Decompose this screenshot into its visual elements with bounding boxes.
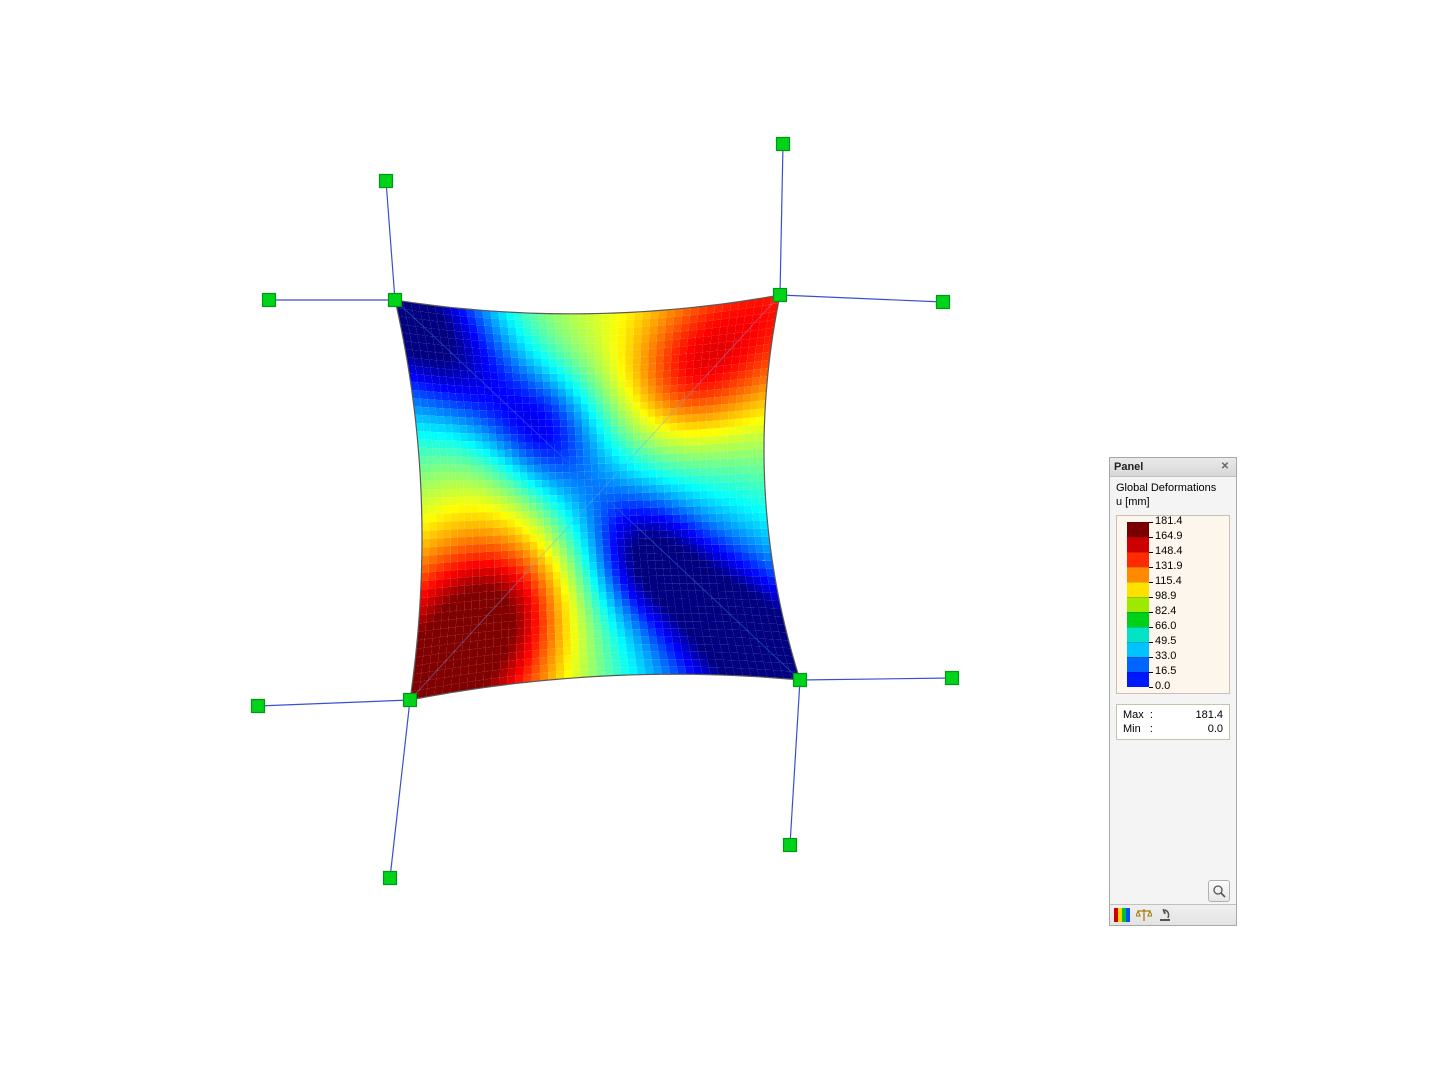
support-node[interactable] [380,175,393,188]
support-node[interactable] [937,296,950,309]
legend-segment [1127,552,1149,567]
strut [780,144,783,295]
strut [386,181,395,300]
legend-tick-label: 115.4 [1153,576,1182,587]
legend-tick-label: 66.0 [1153,621,1176,632]
panel-footer [1110,904,1236,925]
legend-tick-label: 82.4 [1153,606,1176,617]
legend-tick-label: 148.4 [1153,546,1183,557]
strut [258,700,410,706]
balance-icon[interactable] [1136,908,1152,922]
legend-segment [1127,537,1149,552]
support-node[interactable] [404,694,417,707]
stats-box: Max : 181.4 Min : 0.0 [1116,704,1230,740]
support-node[interactable] [794,674,807,687]
color-legend: 181.4 164.9 148.4 131.9 115.4 98.9 82.4 66.0 49.… [1116,515,1230,694]
legend-segment [1127,582,1149,597]
legend-tick-label: 164.9 [1153,531,1183,542]
legend-segment [1127,672,1149,687]
palette-icon[interactable] [1114,908,1130,922]
legend-ticks: 181.4164.9148.4131.9115.498.982.466.049.… [1153,522,1197,687]
legend-tick-label: 98.9 [1153,591,1176,602]
stats-max: Max : 181.4 [1123,708,1223,722]
legend-segment [1127,642,1149,657]
legend-segment [1127,567,1149,582]
strut [800,678,952,680]
legend-segment [1127,522,1149,537]
legend-tick-label: 181.4 [1153,516,1183,527]
legend-tick-label: 0.0 [1153,681,1170,692]
panel-titlebar[interactable]: Panel ✕ [1110,458,1236,477]
legend-bar [1127,522,1149,687]
legend-segment [1127,612,1149,627]
panel-body: Global Deformations u [mm] 181.4 164.9 148… [1110,477,1236,904]
support-node[interactable] [784,839,797,852]
results-panel[interactable]: Panel ✕ Global Deformations u [mm] 181.4… [1109,457,1237,926]
stats-min: Min : 0.0 [1123,722,1223,736]
panel-spacer [1116,740,1230,880]
magnifier-icon[interactable] [1208,880,1230,902]
support-node[interactable] [384,872,397,885]
support-node[interactable] [777,138,790,151]
legend-tick-label: 49.5 [1153,636,1176,647]
deformation-surface [395,295,800,700]
legend-segment [1127,657,1149,672]
microscope-icon[interactable] [1158,908,1172,922]
support-node[interactable] [252,700,265,713]
legend-tick-label: 131.9 [1153,561,1183,572]
strut [790,680,800,845]
legend-tick-label: 16.5 [1153,666,1176,677]
legend-tick-label: 33.0 [1153,651,1176,662]
panel-title: Panel [1114,458,1143,476]
panel-subtitle-2: u [mm] [1116,495,1230,509]
strut [780,295,943,302]
legend-segment [1127,597,1149,612]
legend-segment [1127,627,1149,642]
strut [390,700,410,878]
panel-subtitle-1: Global Deformations [1116,481,1230,495]
support-node[interactable] [263,294,276,307]
close-icon[interactable]: ✕ [1218,460,1232,474]
support-node[interactable] [946,672,959,685]
support-node[interactable] [774,289,787,302]
support-node[interactable] [389,294,402,307]
